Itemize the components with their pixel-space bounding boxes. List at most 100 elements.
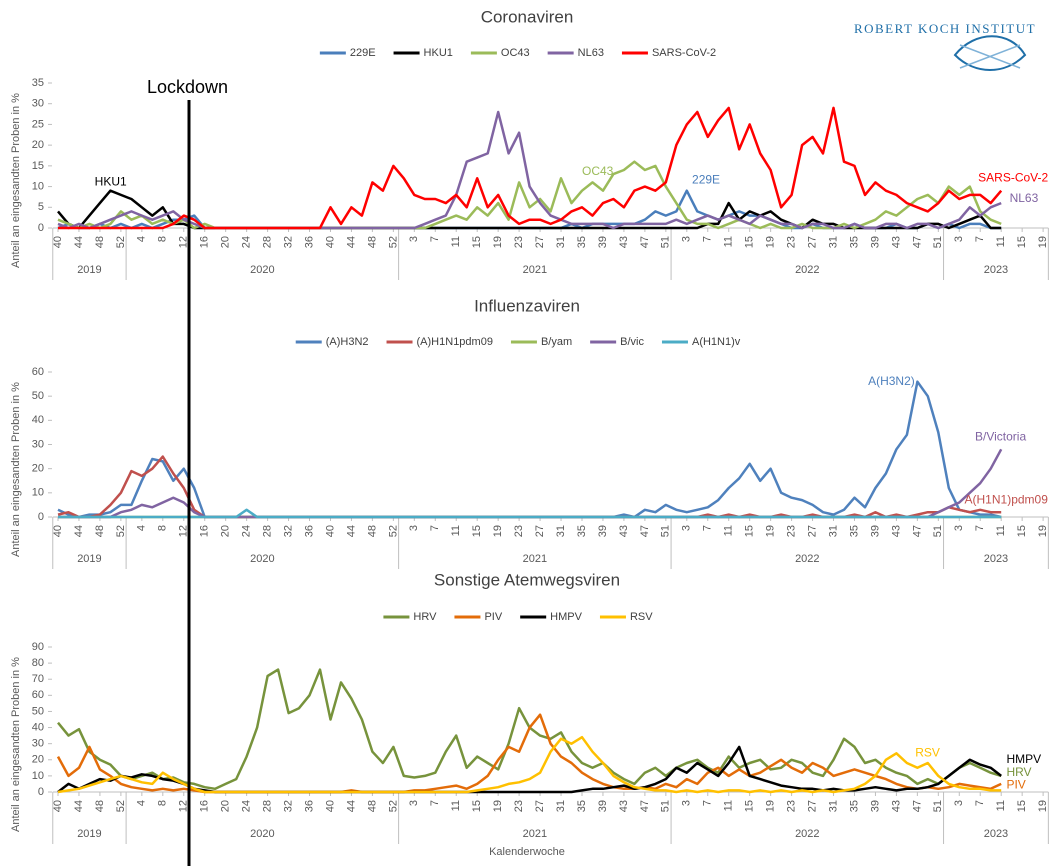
legend-item: RSV: [599, 611, 653, 623]
x-tick-label: 35: [576, 525, 588, 537]
x-tick-label: 3: [408, 800, 420, 806]
x-tick-label: 31: [555, 236, 567, 248]
x-tick-label: 23: [513, 236, 525, 248]
x-tick-label: 23: [786, 236, 798, 248]
x-tick-label: 43: [618, 236, 630, 248]
x-tick-label: 4: [136, 525, 148, 531]
x-tick-label: 51: [660, 800, 672, 812]
x-tick-label: 32: [282, 800, 294, 812]
x-tick-label: 7: [974, 236, 986, 242]
y-tick-label: 20: [32, 139, 44, 151]
legend-item: HMPV: [520, 611, 583, 623]
x-tick-label: 36: [303, 236, 315, 248]
x-tick-label: 39: [869, 525, 881, 537]
x-tick-label: 40: [324, 800, 336, 812]
y-tick-label: 60: [32, 689, 44, 701]
annotation: RSV: [915, 746, 940, 760]
x-tick-label: 19: [492, 525, 504, 537]
y-tick-label: 40: [32, 721, 44, 733]
x-tick-label: 12: [178, 236, 190, 248]
x-tick-label: 48: [94, 525, 106, 537]
x-tick-label: 4: [136, 800, 148, 806]
y-tick-label: 30: [32, 98, 44, 110]
year-label: 2021: [523, 553, 547, 565]
x-tick-label: 35: [576, 800, 588, 812]
x-tick-label: 19: [765, 525, 777, 537]
x-tick-label: 52: [115, 525, 127, 537]
y-tick-label: 0: [38, 786, 44, 798]
x-tick-label: 3: [681, 525, 693, 531]
x-tick-label: 27: [534, 236, 546, 248]
x-tick-label: 43: [890, 800, 902, 812]
annotation: HRV: [1006, 765, 1031, 779]
legend-label: (A)H1N1pdm09: [417, 336, 493, 348]
x-tick-label: 39: [869, 236, 881, 248]
annotation: A(H3N2): [868, 374, 915, 388]
x-tick-label: 11: [723, 525, 735, 536]
x-tick-label: 7: [429, 236, 441, 242]
legend-item: (A)H3N2: [295, 336, 369, 348]
y-axis-label: Anteil an eingesandten Proben in %: [10, 382, 22, 557]
x-tick-label: 16: [199, 800, 211, 812]
legend-item: SARS-CoV-2: [621, 47, 716, 59]
x-tick-label: 15: [1016, 800, 1028, 812]
x-tick-label: 27: [534, 800, 546, 812]
x-tick-label: 15: [1016, 525, 1028, 537]
x-tick-label: 15: [471, 800, 483, 812]
year-label: 2023: [984, 553, 1008, 565]
annotation: 229E: [692, 173, 720, 187]
x-tick-label: 8: [157, 236, 169, 242]
y-tick-label: 5: [38, 201, 44, 213]
x-tick-label: 11: [450, 525, 462, 536]
x-tick-label: 52: [387, 236, 399, 248]
series-line: [58, 508, 1002, 519]
annotation: NL63: [1010, 191, 1039, 205]
x-tick-label: 15: [471, 236, 483, 248]
series-line: [57, 160, 1002, 230]
series-line: [58, 448, 1003, 519]
annotation: OC43: [582, 164, 614, 178]
x-tick-label: 44: [73, 236, 85, 248]
x-tick-label: 47: [911, 236, 923, 248]
x-tick-label: 52: [387, 525, 399, 537]
logo-shape: [959, 44, 1021, 69]
y-tick-label: 10: [32, 487, 44, 499]
year-label: 2019: [77, 828, 101, 840]
year-label: 2022: [795, 264, 819, 276]
annotation: B/Victoria: [975, 429, 1026, 443]
x-tick-label: 7: [702, 236, 714, 242]
x-tick-label: 47: [639, 525, 651, 537]
x-tick-label: 43: [618, 800, 630, 812]
x-tick-label: 31: [555, 800, 567, 812]
legend-item: B/vic: [590, 336, 644, 348]
year-label: 2020: [250, 828, 274, 840]
y-tick-label: 25: [32, 118, 44, 130]
x-tick-label: 12: [178, 800, 190, 812]
year-label: 2020: [250, 553, 274, 565]
y-tick-label: 40: [32, 414, 44, 426]
x-tick-label: 11: [995, 525, 1007, 536]
x-tick-label: 23: [513, 800, 525, 812]
x-tick-label: 31: [827, 525, 839, 537]
legend-label: B/yam: [541, 336, 572, 348]
x-tick-label: 3: [408, 525, 420, 531]
x-tick-label: 40: [52, 800, 64, 812]
x-tick-label: 20: [220, 236, 232, 248]
x-tick-label: 48: [366, 525, 378, 537]
x-tick-label: 47: [639, 236, 651, 248]
x-tick-label: 44: [345, 236, 357, 248]
x-tick-label: 40: [324, 236, 336, 248]
y-tick-label: 30: [32, 738, 44, 750]
x-tick-label: 20: [220, 525, 232, 537]
legend-label: HKU1: [424, 47, 453, 59]
year-label: 2022: [795, 553, 819, 565]
y-tick-label: 50: [32, 705, 44, 717]
series-line: [58, 106, 1003, 230]
legend-label: PIV: [484, 611, 502, 623]
legend-label: SARS-CoV-2: [652, 47, 716, 59]
x-tick-label: 24: [241, 525, 253, 537]
x-tick-label: 44: [73, 525, 85, 537]
x-tick-label: 11: [450, 236, 462, 247]
y-tick-label: 10: [32, 180, 44, 192]
x-tick-label: 35: [576, 236, 588, 248]
